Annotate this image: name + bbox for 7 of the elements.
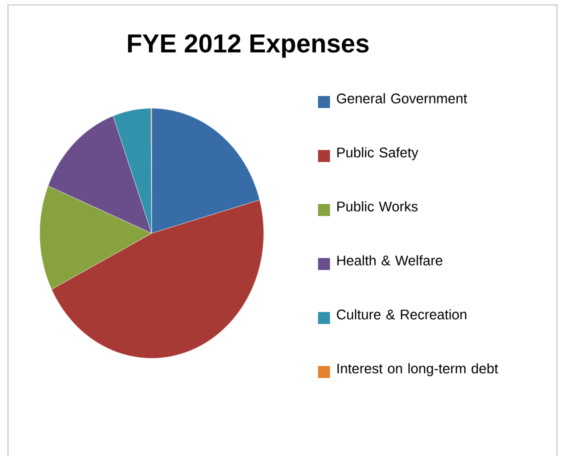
legend-label: Culture & Recreation [336, 309, 466, 320]
chart-title: FYE 2012 Expenses [128, 34, 369, 58]
legend-label: Interest on long-term debt [337, 363, 498, 376]
legend-label: Health & Welfare [337, 255, 442, 266]
legend-label: General Government [336, 93, 468, 104]
legend-label: Public Safety [337, 147, 418, 160]
legend-label: Public Works [337, 201, 418, 212]
